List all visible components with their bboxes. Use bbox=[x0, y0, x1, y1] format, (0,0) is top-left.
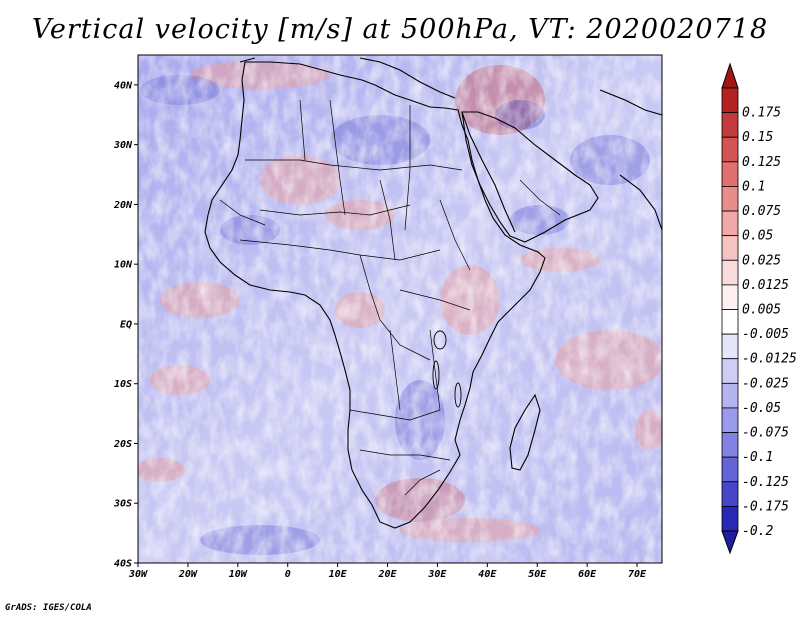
plot-frame bbox=[137, 54, 663, 564]
colorbar-bottom-arrow bbox=[721, 530, 739, 555]
velocity-field bbox=[138, 55, 662, 563]
lon-label: 10E bbox=[329, 569, 348, 580]
colorbar-label: 0.1 bbox=[742, 179, 765, 194]
colorbar-label: 0.125 bbox=[742, 155, 781, 170]
lon-label: 0 bbox=[285, 569, 291, 580]
lat-label: 40S bbox=[114, 559, 132, 570]
lake-malawi bbox=[454, 382, 462, 408]
colorbar-segment bbox=[721, 505, 739, 532]
mediterranean-north-coast bbox=[239, 57, 456, 99]
colorbar-label: -0.2 bbox=[742, 524, 773, 539]
colorbar-top-arrow bbox=[721, 62, 739, 89]
colorbar-segment bbox=[721, 407, 739, 433]
lat-label: 40N bbox=[114, 80, 133, 91]
lon-label: 10W bbox=[229, 569, 248, 580]
colorbar-label: -0.05 bbox=[742, 401, 781, 416]
lake-victoria bbox=[433, 330, 447, 350]
colorbar-segment bbox=[721, 87, 739, 114]
colorbar: 0.175 0.15 0.125 0.1 0.075 0.05 0.025 0.0125 0.0… bbox=[721, 62, 797, 555]
colorbar-segment bbox=[721, 382, 739, 409]
colorbar-label: 0.025 bbox=[742, 253, 781, 268]
colorbar-label: -0.025 bbox=[742, 376, 789, 391]
lon-label: 70E bbox=[628, 569, 647, 580]
lon-label: 30E bbox=[427, 569, 447, 580]
colorbar-label: -0.005 bbox=[742, 327, 789, 342]
colorbar-label: -0.125 bbox=[742, 475, 789, 490]
colorbar-label: 0.0125 bbox=[742, 278, 789, 293]
colorbar-segment bbox=[721, 161, 739, 187]
lake-tanganyika bbox=[432, 360, 440, 390]
colorbar-segment bbox=[721, 235, 739, 261]
lat-label: 30S bbox=[113, 499, 132, 510]
credit-text: GrADS: IGES/COLA bbox=[5, 603, 92, 613]
colorbar-label: -0.075 bbox=[742, 426, 789, 441]
colorbar-segment bbox=[721, 136, 739, 163]
colorbar-label: 0.075 bbox=[742, 204, 781, 219]
colorbar-segment bbox=[721, 284, 739, 310]
latitude-axis: 40N 30N 20N 10N EQ 10S 20S 30S 40S bbox=[113, 80, 138, 570]
arabia-coastline bbox=[461, 111, 599, 243]
colorbar-label: 0.05 bbox=[742, 229, 773, 244]
colorbar-label: -0.0125 bbox=[742, 352, 797, 367]
colorbar-segment bbox=[721, 309, 739, 335]
colorbar-label: -0.175 bbox=[742, 499, 789, 514]
map-title: Vertical velocity [m/s] at 500hPa, VT: 2… bbox=[31, 14, 769, 45]
lakes bbox=[432, 330, 462, 408]
colorbar-segment bbox=[721, 481, 739, 507]
lon-label: 20W bbox=[178, 569, 198, 580]
longitude-axis: 30W 20W 10W 0 10E 20E 30E 40E 50E 60E 70E bbox=[128, 563, 647, 580]
madagascar-coastline bbox=[509, 393, 541, 471]
lat-label: 20S bbox=[113, 439, 132, 450]
lat-label: 10S bbox=[114, 379, 132, 390]
colorbar-segment bbox=[721, 432, 739, 458]
colorbar-segment bbox=[721, 456, 739, 483]
lat-label: 20N bbox=[113, 200, 133, 211]
colorbar-segment bbox=[721, 210, 739, 237]
lat-label: 30N bbox=[113, 140, 133, 151]
africa-coastline bbox=[204, 61, 546, 529]
colorbar-label: 0.005 bbox=[742, 303, 781, 318]
colorbar-label: 0.175 bbox=[742, 106, 781, 121]
colorbar-label: 0.15 bbox=[742, 130, 773, 145]
lon-label: 20E bbox=[377, 569, 397, 580]
lon-label: 30W bbox=[128, 569, 148, 580]
colorbar-segment bbox=[721, 186, 739, 212]
colorbar-segment bbox=[721, 358, 739, 384]
country-borders bbox=[219, 99, 561, 496]
colorbar-segment bbox=[721, 112, 739, 138]
colorbar-segment bbox=[721, 333, 739, 360]
coastlines bbox=[204, 57, 662, 529]
lat-label: 10N bbox=[114, 260, 133, 271]
lon-label: 50E bbox=[528, 569, 547, 580]
lat-label: EQ bbox=[120, 319, 132, 330]
field-texture bbox=[138, 55, 662, 563]
india-coastline bbox=[599, 89, 662, 231]
red-sea bbox=[461, 111, 516, 233]
colorbar-segment bbox=[721, 259, 739, 286]
colorbar-label: -0.1 bbox=[742, 450, 773, 465]
lon-label: 60E bbox=[578, 569, 597, 580]
lon-label: 40E bbox=[478, 569, 497, 580]
